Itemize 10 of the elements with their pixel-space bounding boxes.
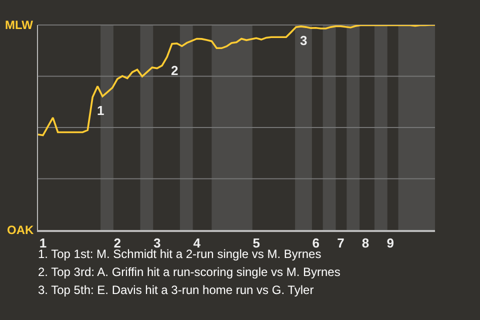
- x-tick-label: 8: [362, 235, 370, 250]
- text: OAK: [7, 223, 34, 237]
- x-tick-label: 9: [386, 235, 394, 250]
- annotation: 3: [300, 33, 308, 48]
- annotation: 1: [97, 103, 104, 118]
- x-tick-label: 7: [337, 235, 344, 250]
- text: 2. Top 3rd: A. Griffin hit a run-scoring single vs M. Byrnes: [38, 265, 340, 279]
- annotation: 2: [171, 63, 178, 78]
- text: MLW: [5, 18, 34, 32]
- text: 3. Top 5th: E. Davis hit a 3-run home run vs G. Tyler: [38, 283, 314, 297]
